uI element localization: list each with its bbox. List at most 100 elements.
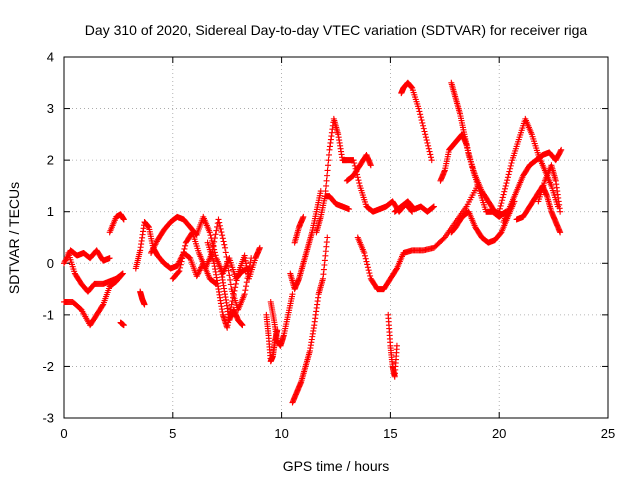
data-point xyxy=(206,229,213,236)
data-point xyxy=(393,342,400,349)
data-point xyxy=(177,264,184,271)
data-point xyxy=(230,294,237,301)
data-point xyxy=(363,258,370,265)
series-i xyxy=(169,216,255,313)
data-point xyxy=(228,301,235,308)
data-point xyxy=(507,162,514,169)
x-tick-label: 25 xyxy=(601,426,615,441)
data-point xyxy=(181,245,188,252)
series-v xyxy=(398,79,435,164)
data-point xyxy=(497,202,504,209)
data-point xyxy=(119,271,126,278)
data-point xyxy=(322,193,329,200)
data-point xyxy=(356,180,363,187)
data-point xyxy=(120,216,127,223)
data-point xyxy=(506,168,513,175)
y-tick-label: 4 xyxy=(47,50,54,65)
data-point xyxy=(216,222,223,229)
data-point xyxy=(324,167,331,174)
data-point xyxy=(428,154,435,161)
data-point xyxy=(419,119,426,126)
data-point xyxy=(222,244,229,251)
data-point xyxy=(430,204,437,211)
series-k xyxy=(217,265,246,329)
data-point xyxy=(502,182,509,189)
data-point xyxy=(230,291,237,298)
data-point xyxy=(232,280,239,287)
data-point xyxy=(176,268,183,275)
data-point xyxy=(423,137,430,144)
data-point xyxy=(217,225,224,232)
data-point xyxy=(504,177,511,184)
x-tick-label: 0 xyxy=(60,426,67,441)
data-point xyxy=(418,117,425,124)
data-point xyxy=(362,255,369,262)
data-point xyxy=(224,263,231,270)
series-c xyxy=(65,249,126,295)
series-n xyxy=(287,188,324,293)
data-point xyxy=(325,162,332,169)
data-point xyxy=(212,252,219,259)
y-tick-label: 0 xyxy=(47,256,54,271)
data-point xyxy=(225,267,232,274)
data-point xyxy=(175,268,182,275)
data-point xyxy=(351,162,358,169)
data-point xyxy=(351,160,358,167)
data-point xyxy=(323,177,330,184)
data-point xyxy=(229,298,236,305)
y-axis-label: SDTVAR / TECUs xyxy=(6,182,22,294)
x-tick-label: 5 xyxy=(169,426,176,441)
data-point xyxy=(420,125,427,132)
data-point xyxy=(425,142,432,149)
data-point xyxy=(241,291,248,298)
series-o xyxy=(289,234,331,406)
data-point xyxy=(219,235,226,242)
data-point xyxy=(324,172,331,179)
y-tick-label: 2 xyxy=(47,153,54,168)
data-point xyxy=(496,205,503,212)
data-point xyxy=(354,174,361,181)
data-point xyxy=(427,151,434,158)
data-point xyxy=(364,261,371,268)
data-point xyxy=(362,252,369,259)
data-point xyxy=(424,139,431,146)
series-u xyxy=(385,311,400,380)
data-point xyxy=(242,287,249,294)
series-a xyxy=(61,247,113,267)
data-point xyxy=(224,258,231,265)
data-point xyxy=(219,232,226,239)
data-point xyxy=(417,111,424,118)
data-point xyxy=(210,242,217,249)
data-point xyxy=(234,274,241,281)
data-point xyxy=(364,264,371,271)
y-tick-label: -1 xyxy=(42,307,54,322)
data-point xyxy=(355,177,362,184)
data-point xyxy=(227,281,234,288)
data-point xyxy=(221,241,228,248)
x-tick-label: 15 xyxy=(383,426,397,441)
data-point xyxy=(256,244,263,251)
data-point xyxy=(350,157,357,164)
y-tick-label: -2 xyxy=(42,359,54,374)
data-point xyxy=(496,208,503,215)
data-point xyxy=(226,272,233,279)
data-point xyxy=(247,259,254,266)
data-point xyxy=(422,131,429,138)
data-point xyxy=(503,180,510,187)
data-point xyxy=(323,182,330,189)
data-point xyxy=(179,255,186,262)
x-tick-label: 10 xyxy=(274,426,288,441)
data-point xyxy=(557,229,564,236)
data-point xyxy=(99,302,106,309)
data-point xyxy=(233,277,240,284)
y-tick-label: 3 xyxy=(47,101,54,116)
data-point xyxy=(558,146,565,153)
data-point xyxy=(178,258,185,265)
data-point xyxy=(421,128,428,135)
data-point xyxy=(325,157,332,164)
data-point xyxy=(289,291,296,298)
data-point xyxy=(216,219,223,226)
data-point xyxy=(557,208,564,215)
data-point xyxy=(243,279,250,286)
series-y xyxy=(448,79,511,218)
